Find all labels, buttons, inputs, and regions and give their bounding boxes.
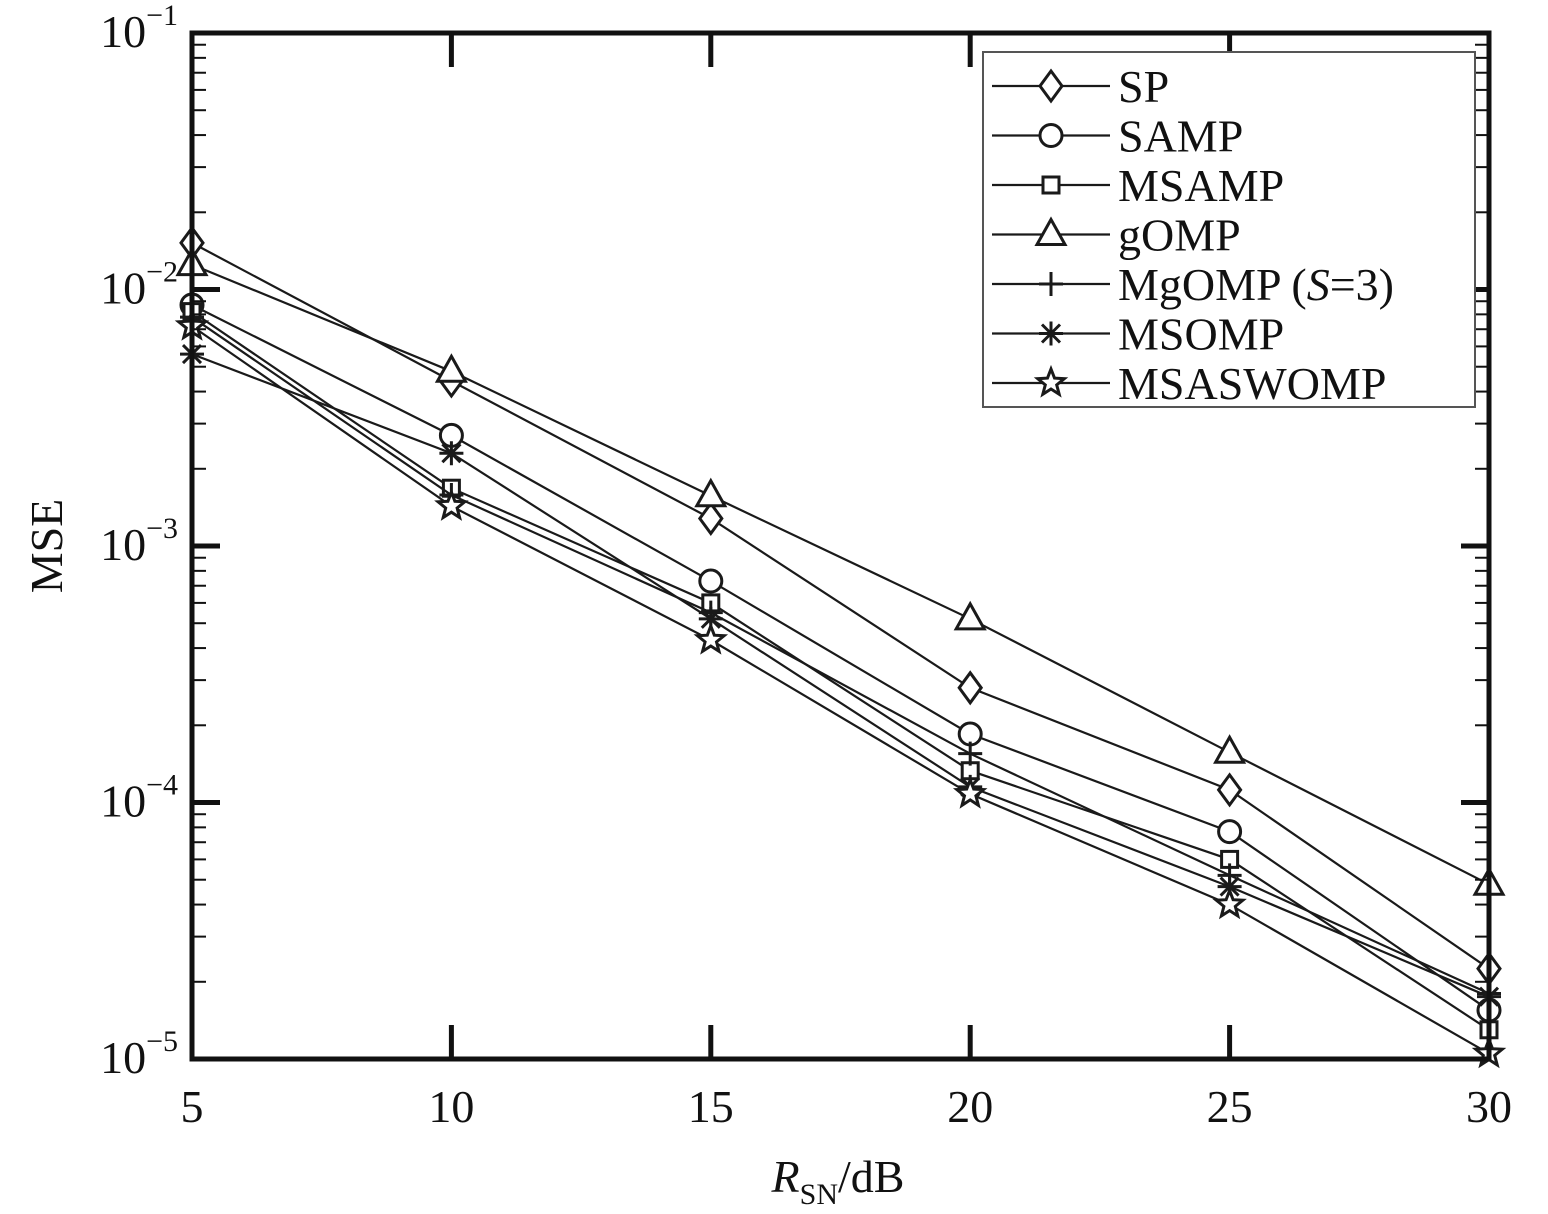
x-axis-title-symbol: R [771, 1151, 800, 1202]
legend-entry: gOMP [992, 210, 1241, 261]
data-point [439, 441, 464, 466]
x-tick-label: 10 [428, 1081, 474, 1132]
data-point [434, 488, 469, 521]
data-point [698, 606, 723, 631]
series-line [191, 353, 1490, 998]
x-tick-label: 30 [1466, 1081, 1512, 1132]
legend-label: MSASWOMP [1118, 358, 1386, 409]
legend-label: SP [1118, 61, 1169, 112]
y-tick-label: 10−4 [100, 769, 178, 827]
axis-ticks [189, 30, 1492, 1062]
data-point [1217, 819, 1243, 845]
y-axis-title: MSE [21, 499, 72, 594]
y-tick-label: 10−1 [100, 0, 178, 57]
series-line [191, 310, 1490, 1031]
x-axis-title-subscript: SN [800, 1178, 838, 1211]
legend-label: gOMP [1118, 210, 1241, 261]
legend-marker [1038, 123, 1064, 148]
series-line [191, 241, 1490, 970]
legend-marker [1034, 216, 1068, 246]
data-point [1213, 734, 1247, 764]
data-point [698, 568, 724, 594]
x-tick-label: 25 [1207, 1081, 1253, 1132]
legend-label: MSOMP [1118, 309, 1284, 360]
data-point [952, 775, 988, 809]
series-line [191, 325, 1490, 1055]
legend-label: MSAMP [1118, 160, 1284, 211]
data-point [694, 477, 728, 508]
legend-entry: SP [992, 61, 1169, 112]
legend-label: MgOMP (S=3) [1118, 259, 1394, 310]
data-point [957, 721, 983, 747]
data-point [958, 741, 983, 766]
legend-entry: MSOMP [992, 309, 1284, 360]
data-point [957, 670, 984, 706]
series-line [191, 316, 1490, 995]
x-tick-label: 5 [181, 1081, 204, 1132]
legend-entry: SAMP [992, 111, 1243, 162]
data-point [953, 600, 987, 631]
legend-entry: MSASWOMP [992, 358, 1386, 409]
series-line [191, 263, 1490, 886]
data-point [1212, 886, 1247, 920]
x-axis-title: RSN/dB [771, 1151, 905, 1211]
data-point [1216, 772, 1243, 808]
x-tick-label: 20 [947, 1081, 993, 1132]
legend-label: SAMP [1118, 111, 1243, 162]
legend-box [982, 51, 1476, 408]
data-point [693, 621, 729, 655]
y-tick-label: 10−3 [100, 512, 178, 570]
x-tick-label: 15 [688, 1081, 734, 1132]
x-axis-title-unit: /dB [838, 1151, 904, 1202]
legend-marker [1039, 321, 1063, 346]
y-tick-label: 10−2 [100, 256, 178, 314]
series-2 [182, 302, 1499, 1040]
legend-marker [1041, 175, 1061, 195]
data-point [434, 353, 468, 383]
legend-marker [1033, 364, 1069, 398]
series-4 [180, 305, 1501, 1006]
axis-tick-labels: 5 10 15 20 25 30 10−5 10−4 10−3 10−2 10−1 [100, 0, 1512, 1132]
legend-entry: MSAMP [992, 160, 1284, 211]
legend-marker [1038, 68, 1064, 104]
series-line [191, 304, 1490, 1012]
y-tick-label: 10−5 [100, 1025, 178, 1083]
legend-entry: MgOMP (S=3) [992, 259, 1394, 310]
legend-marker [1039, 272, 1063, 296]
data-point [697, 500, 724, 537]
